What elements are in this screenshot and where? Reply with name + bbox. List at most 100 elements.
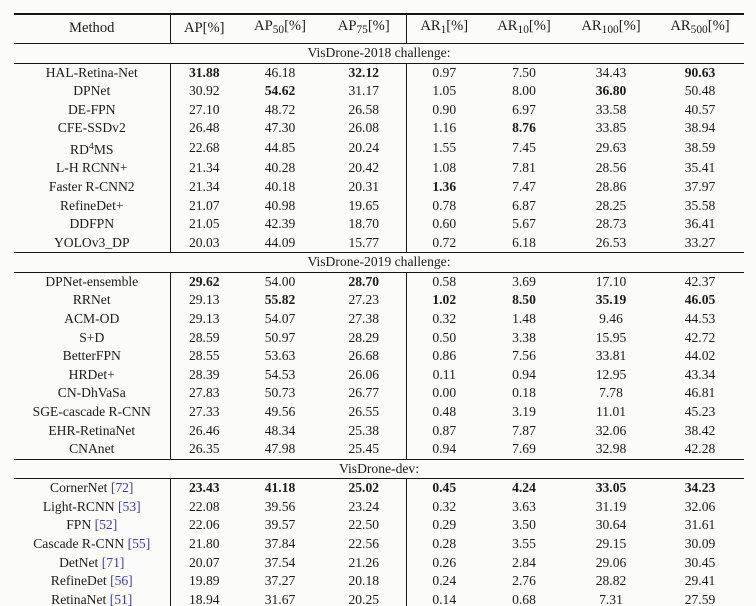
citation-link[interactable]: [72] <box>110 480 134 496</box>
value-cell: 44.85 <box>264 140 296 156</box>
section-header-row: VisDrone-2019 challenge: <box>14 252 744 273</box>
value-cell: 1.08 <box>432 160 457 176</box>
value-cell: 3.19 <box>512 403 536 419</box>
value-cell: 21.26 <box>322 553 407 573</box>
value-cell: 8.00 <box>512 83 536 99</box>
table-row: RefineDet+ 21.07 40.98 19.65 0.78 6.87 28.25 35… <box>14 196 744 216</box>
method-cell: RetinaNet [51] <box>14 590 171 606</box>
value-cell: 27.33 <box>188 403 220 419</box>
method-cell: S+D <box>14 328 171 348</box>
value-cell: 46.05 <box>684 292 716 308</box>
value-cell: 42.37 <box>684 273 716 289</box>
value-cell: 7.45 <box>512 140 536 156</box>
method-cell: DDFPN <box>14 215 171 234</box>
results-table: Method AP[%] AP50[%] AP75[%] AR1[%] AR10[%] AR… <box>14 13 744 606</box>
value-cell: 26.77 <box>322 384 407 403</box>
value-cell: 54.53 <box>264 366 296 382</box>
method-cell: ACM-OD <box>14 310 171 329</box>
value-cell: 53.63 <box>264 348 296 364</box>
value-cell: 21.80 <box>188 535 220 551</box>
value-cell: 3.63 <box>512 498 536 514</box>
table-row: DetNet [71] 20.07 37.54 21.26 0.26 2.84 29.06 3… <box>14 553 744 573</box>
value-cell: 8.50 <box>512 292 536 308</box>
citation-link[interactable]: [51] <box>109 591 133 606</box>
method-cell: Light-RCNN [53] <box>14 497 171 517</box>
value-cell: 0.32 <box>432 311 457 327</box>
table-row: CFE-SSDv2 26.48 47.30 26.08 1.16 8.76 33.85 38.… <box>14 119 744 138</box>
method-cell: Cascade R-CNN [55] <box>14 534 171 554</box>
citation-link[interactable]: [52] <box>94 517 118 533</box>
table-row: DPNet-ensemble 29.62 54.00 28.70 0.58 3.69 17.… <box>14 272 744 292</box>
column-header-ap50: AP50[%] <box>238 14 322 45</box>
value-cell: 90.63 <box>684 64 716 80</box>
value-cell: 1.36 <box>432 179 457 195</box>
table-body: VisDrone-2018 challenge: HAL-Retina-Net 31… <box>14 43 744 606</box>
value-cell: 26.46 <box>188 422 220 438</box>
value-cell: 15.95 <box>595 329 627 345</box>
value-cell: 23.24 <box>322 497 407 517</box>
value-cell: 20.31 <box>322 178 407 197</box>
table-row: CN-DhVaSa 27.83 50.73 26.77 0.00 0.18 7.78 46.8… <box>14 384 744 403</box>
value-cell: 38.42 <box>684 422 716 438</box>
value-cell: 3.55 <box>512 535 536 551</box>
value-cell: 5.67 <box>512 216 536 232</box>
section-title: VisDrone-2018 challenge: <box>14 43 744 64</box>
value-cell: 42.39 <box>264 216 296 232</box>
section-title: VisDrone-dev: <box>14 458 744 480</box>
value-cell: 42.28 <box>684 441 716 457</box>
value-cell: 50.73 <box>264 385 296 401</box>
value-cell: 0.28 <box>432 535 457 551</box>
value-cell: 32.98 <box>595 441 627 457</box>
value-cell: 11.01 <box>595 403 627 419</box>
value-cell: 7.87 <box>512 422 536 438</box>
value-cell: 28.70 <box>322 272 407 292</box>
value-cell: 20.07 <box>188 554 220 570</box>
value-cell: 0.29 <box>432 517 457 533</box>
value-cell: 3.50 <box>512 517 536 533</box>
value-cell: 0.87 <box>432 422 457 438</box>
citation-link[interactable]: [71] <box>101 554 125 570</box>
value-cell: 27.23 <box>322 291 407 311</box>
value-cell: 46.18 <box>264 64 296 80</box>
value-cell: 50.97 <box>264 329 296 345</box>
value-cell: 55.82 <box>264 292 296 308</box>
value-cell: 32.12 <box>322 63 407 83</box>
value-cell: 0.86 <box>432 348 457 364</box>
value-cell: 3.69 <box>512 273 536 289</box>
table-row: SGE-cascade R-CNN 27.33 49.56 26.55 0.48 3.19… <box>14 402 744 422</box>
value-cell: 20.18 <box>322 572 407 591</box>
value-cell: 22.06 <box>188 517 220 533</box>
method-cell: DE-FPN <box>14 100 171 120</box>
value-cell: 35.58 <box>684 197 716 213</box>
citation-link[interactable]: [55] <box>127 535 151 551</box>
value-cell: 18.70 <box>322 215 407 234</box>
table-row: CornerNet [72] 23.43 41.18 25.02 0.45 4.24 33.… <box>14 478 744 498</box>
value-cell: 0.32 <box>432 498 457 514</box>
table-row: HRDet+ 28.39 54.53 26.06 0.11 0.94 12.95 43.34 <box>14 365 744 385</box>
subscript: 50 <box>272 24 285 37</box>
section-header-row: VisDrone-2018 challenge: <box>14 43 744 64</box>
value-cell: 25.02 <box>322 478 407 498</box>
value-cell: 27.10 <box>188 101 220 117</box>
table-row: RetinaNet [51] 18.94 31.67 20.25 0.14 0.68 7.3… <box>14 590 744 606</box>
value-cell: 37.27 <box>264 573 296 589</box>
value-cell: 28.56 <box>595 160 627 176</box>
value-cell: 29.06 <box>595 554 627 570</box>
value-cell: 33.05 <box>595 480 627 496</box>
header-row: Method AP[%] AP50[%] AP75[%] AR1[%] AR10[%] AR… <box>14 14 744 45</box>
value-cell: 48.72 <box>264 101 296 117</box>
value-cell: 40.28 <box>264 160 296 176</box>
value-cell: 32.06 <box>684 498 716 514</box>
value-cell: 0.18 <box>512 385 536 401</box>
table-row: Light-RCNN [53] 22.08 39.56 23.24 0.32 3.63 31… <box>14 497 744 517</box>
value-cell: 29.13 <box>188 311 220 327</box>
value-cell: 35.41 <box>684 160 716 176</box>
citation-link[interactable]: [53] <box>118 498 141 514</box>
method-cell: RD4MS <box>14 137 171 160</box>
table-row: RD4MS 22.68 44.85 20.24 1.55 7.45 29.63 38.59 <box>14 137 744 160</box>
column-header-method: Method <box>14 14 171 45</box>
citation-link[interactable]: [56] <box>110 573 133 589</box>
value-cell: 44.02 <box>684 348 716 364</box>
value-cell: 38.94 <box>684 120 716 136</box>
